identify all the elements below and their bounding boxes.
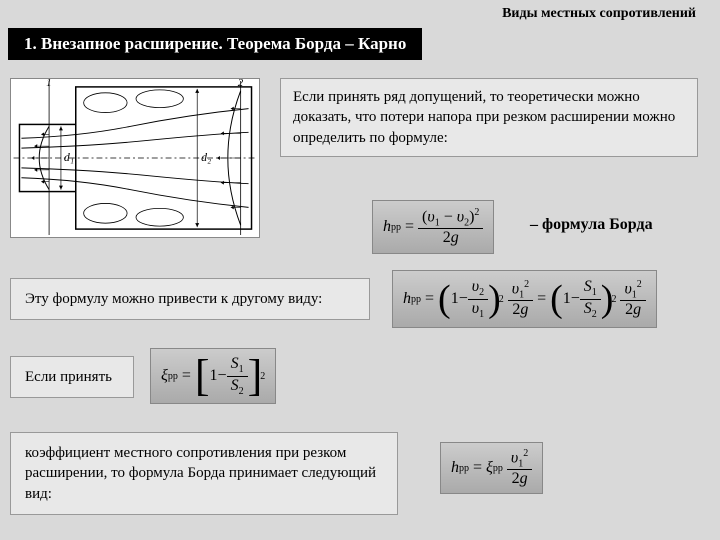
section-title: 1. Внезапное расширение. Теорема Борда –… — [8, 28, 422, 60]
final-text: коэффициент местного сопротивления при р… — [10, 432, 398, 515]
formula-expanded: hрр = (1 − υ2 υ1 )2 υ12 2g = (1 − S1 S2 … — [392, 270, 657, 328]
formula-final: hрр = ξрр υ12 2g — [440, 442, 543, 494]
transform-text: Эту формулу можно привести к другому вид… — [10, 278, 370, 320]
svg-text:1: 1 — [46, 79, 51, 89]
formula-borda: hрр = (υ1 − υ2)2 2g — [372, 200, 494, 254]
formula-label: – формула Борда — [530, 216, 653, 234]
expansion-diagram: 1 2 d₁ d₂ — [10, 78, 260, 238]
svg-text:2: 2 — [238, 79, 244, 89]
page-header: Виды местных сопротивлений — [502, 6, 696, 22]
svg-text:d₂: d₂ — [201, 150, 211, 164]
formula-xi: ξрр = [1 − S1 S2 ]2 — [150, 348, 276, 404]
intro-text: Если принять ряд допущений, то теоретиче… — [280, 78, 698, 157]
svg-text:d₁: d₁ — [64, 150, 74, 164]
assume-text: Если принять — [10, 356, 134, 398]
